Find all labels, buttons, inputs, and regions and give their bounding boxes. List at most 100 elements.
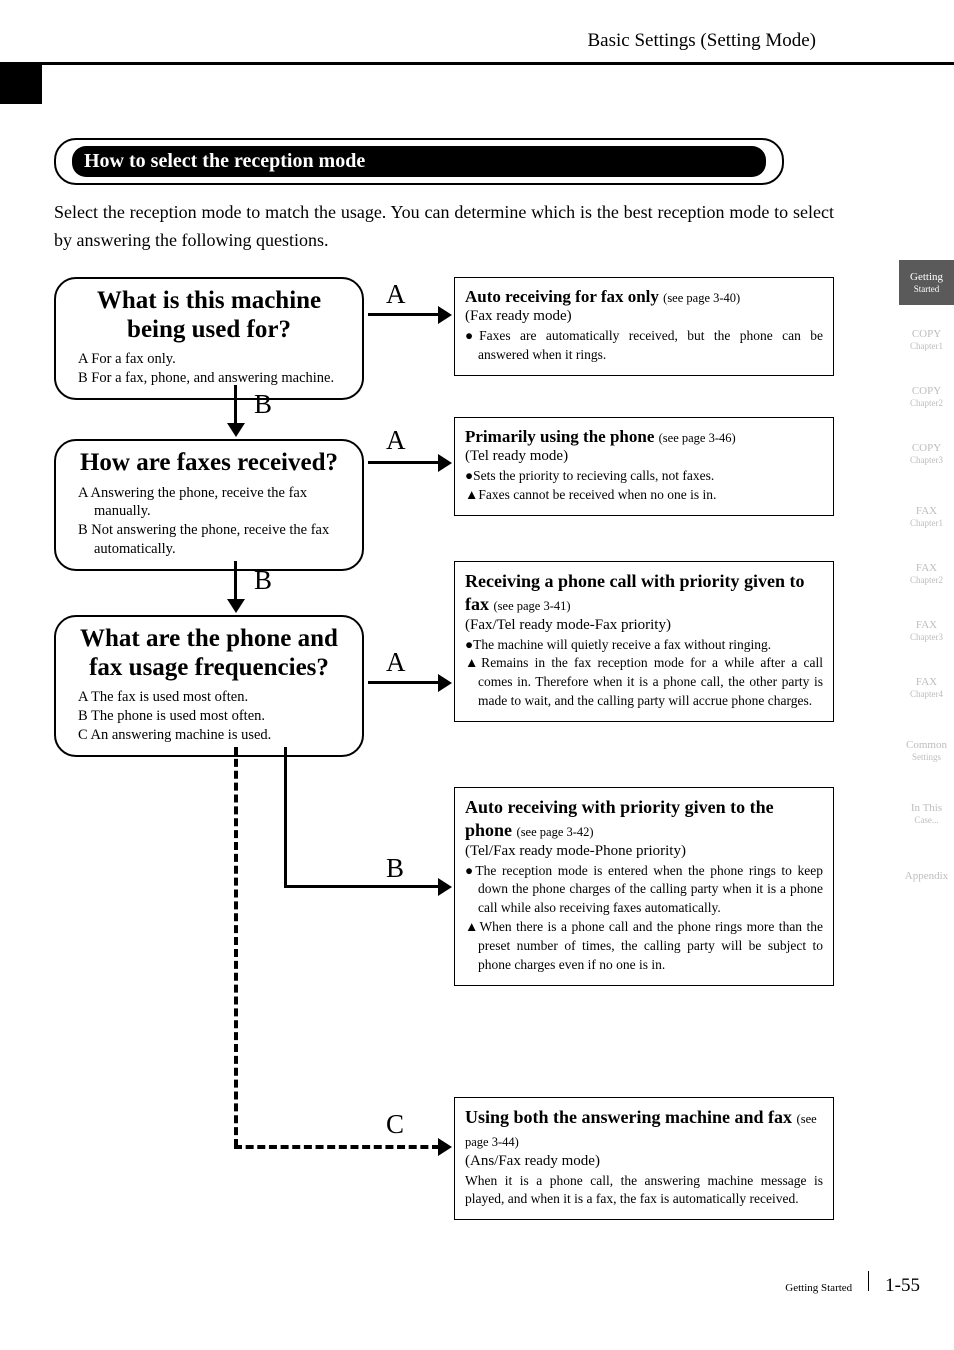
arrow-icon (438, 674, 452, 692)
answer-2-ref: (see page 3-46) (659, 431, 736, 445)
tab-label: FAX (899, 676, 954, 689)
tab-fax-1[interactable]: FAXChapter1 (899, 494, 954, 539)
tab-sublabel: Chapter1 (899, 518, 954, 529)
answer-2-sub: (Tel ready mode) (465, 448, 823, 465)
tab-fax-3[interactable]: FAXChapter3 (899, 608, 954, 653)
arrow-icon (227, 423, 245, 437)
question-3-title: What are the phone and fax usage frequen… (68, 625, 350, 683)
answer-1-note-0: ●Faxes are automatically received, but t… (465, 327, 823, 365)
answer-2-title: Primarily using the phone (see page 3-46… (465, 426, 823, 448)
answer-3-note-0: ●The machine will quietly receive a fax … (465, 636, 823, 655)
answer-box-2: Primarily using the phone (see page 3-46… (454, 417, 834, 516)
flow-letter-q1a: A (386, 279, 406, 310)
tab-sublabel: Chapter2 (899, 398, 954, 409)
tab-sublabel: Case... (899, 815, 954, 826)
question-box-1: What is this machine being used for? A F… (54, 277, 364, 400)
tab-label: In This (899, 802, 954, 815)
intro-text: Select the reception mode to match the u… (54, 199, 834, 255)
tab-copy-3[interactable]: COPYChapter3 (899, 431, 954, 476)
question-1-opt-b: B For a fax, phone, and answering machin… (84, 369, 350, 388)
connector (234, 385, 237, 423)
arrow-icon (438, 454, 452, 472)
connector (234, 561, 237, 599)
answer-4-note-0: ●The reception mode is entered when the … (465, 862, 823, 919)
question-3-opt-b: B The phone is used most often. (84, 707, 350, 726)
connector-dashed (234, 1145, 440, 1149)
question-1-opt-a: A For a fax only. (84, 350, 350, 369)
arrow-icon (438, 306, 452, 324)
tab-common[interactable]: CommonSettings (899, 728, 954, 773)
tab-label: FAX (899, 505, 954, 518)
flow-letter-q3c: C (386, 1109, 404, 1140)
question-box-2: How are faxes received? A Answering the … (54, 439, 364, 571)
answer-1-title-text: Auto receiving for fax only (465, 287, 659, 306)
answer-2-note-1: ▲Faxes cannot be received when no one is… (465, 486, 823, 505)
connector (284, 747, 287, 887)
question-2-title: How are faxes received? (68, 449, 350, 478)
tab-label: Getting (899, 271, 954, 284)
arrow-icon (438, 1138, 452, 1156)
tab-sublabel: Chapter1 (899, 341, 954, 352)
answer-5-note-0: When it is a phone call, the answering m… (465, 1172, 823, 1210)
footer-section: Getting Started (785, 1282, 852, 1294)
answer-box-5: Using both the answering machine and fax… (454, 1097, 834, 1221)
tab-label: FAX (899, 562, 954, 575)
footer-separator (868, 1271, 869, 1291)
tab-sublabel: Started (899, 284, 954, 295)
answer-5-title-text: Using both the answering machine and fax (465, 1107, 792, 1127)
question-2-opt-a: A Answering the phone, receive the fax m… (84, 484, 350, 522)
answer-1-ref: (see page 3-40) (663, 291, 740, 305)
tab-fax-4[interactable]: FAXChapter4 (899, 665, 954, 710)
page-footer: Getting Started 1-55 (785, 1271, 920, 1297)
answer-5-sub: (Ans/Fax ready mode) (465, 1153, 823, 1170)
connector-dashed (234, 747, 238, 1147)
section-pill-label: How to select the reception mode (72, 146, 766, 177)
question-2-opt-b: B Not answering the phone, receive the f… (84, 521, 350, 559)
question-3-opt-c: C An answering machine is used. (84, 726, 350, 745)
answer-box-3: Receiving a phone call with priority giv… (454, 561, 834, 722)
arrow-icon (438, 878, 452, 896)
answer-box-4: Auto receiving with priority given to th… (454, 787, 834, 986)
question-3-opt-a: A The fax is used most often. (84, 688, 350, 707)
answer-2-title-text: Primarily using the phone (465, 427, 654, 446)
connector (368, 681, 438, 684)
tab-sublabel: Chapter4 (899, 689, 954, 700)
tab-label: COPY (899, 442, 954, 455)
tab-copy-2[interactable]: COPYChapter2 (899, 374, 954, 419)
connector (368, 461, 438, 464)
side-tabs: GettingStarted COPYChapter1 COPYChapter2… (899, 260, 954, 911)
arrow-icon (227, 599, 245, 613)
answer-4-sub: (Tel/Fax ready mode-Phone priority) (465, 843, 823, 860)
tab-fax-2[interactable]: FAXChapter2 (899, 551, 954, 596)
tab-sublabel: Chapter3 (899, 632, 954, 643)
tab-sublabel: Chapter3 (899, 455, 954, 466)
tab-appendix[interactable]: Appendix (899, 854, 954, 899)
tab-sublabel: Settings (899, 752, 954, 763)
answer-5-title: Using both the answering machine and fax… (465, 1106, 823, 1153)
tab-copy-1[interactable]: COPYChapter1 (899, 317, 954, 362)
connector (368, 313, 438, 316)
tab-label: FAX (899, 619, 954, 632)
answer-4-title-text: Auto receiving with priority given to th… (465, 797, 774, 840)
tab-inthiscase[interactable]: In ThisCase... (899, 791, 954, 836)
tab-label: COPY (899, 385, 954, 398)
answer-3-sub: (Fax/Tel ready mode-Fax priority) (465, 617, 823, 634)
flow-letter-q1b: B (254, 389, 272, 420)
section-pill: How to select the reception mode (54, 138, 784, 185)
flow-letter-q3b: B (386, 853, 404, 884)
answer-box-1: Auto receiving for fax only (see page 3-… (454, 277, 834, 376)
tab-sublabel: Chapter2 (899, 575, 954, 586)
answer-1-title: Auto receiving for fax only (see page 3-… (465, 286, 823, 308)
header-corner (0, 62, 42, 104)
answer-3-note-1: ▲Remains in the fax reception mode for a… (465, 654, 823, 711)
tab-getting-started[interactable]: GettingStarted (899, 260, 954, 305)
tab-label: Appendix (899, 870, 954, 883)
answer-4-note-1: ▲When there is a phone call and the phon… (465, 918, 823, 975)
question-1-title: What is this machine being used for? (68, 287, 350, 345)
footer-page-number: 1-55 (885, 1275, 920, 1297)
answer-1-sub: (Fax ready mode) (465, 308, 823, 325)
flow-letter-q3a: A (386, 647, 406, 678)
answer-4-ref: (see page 3-42) (517, 825, 594, 839)
tab-label: COPY (899, 328, 954, 341)
answer-3-ref: (see page 3-41) (494, 599, 571, 613)
